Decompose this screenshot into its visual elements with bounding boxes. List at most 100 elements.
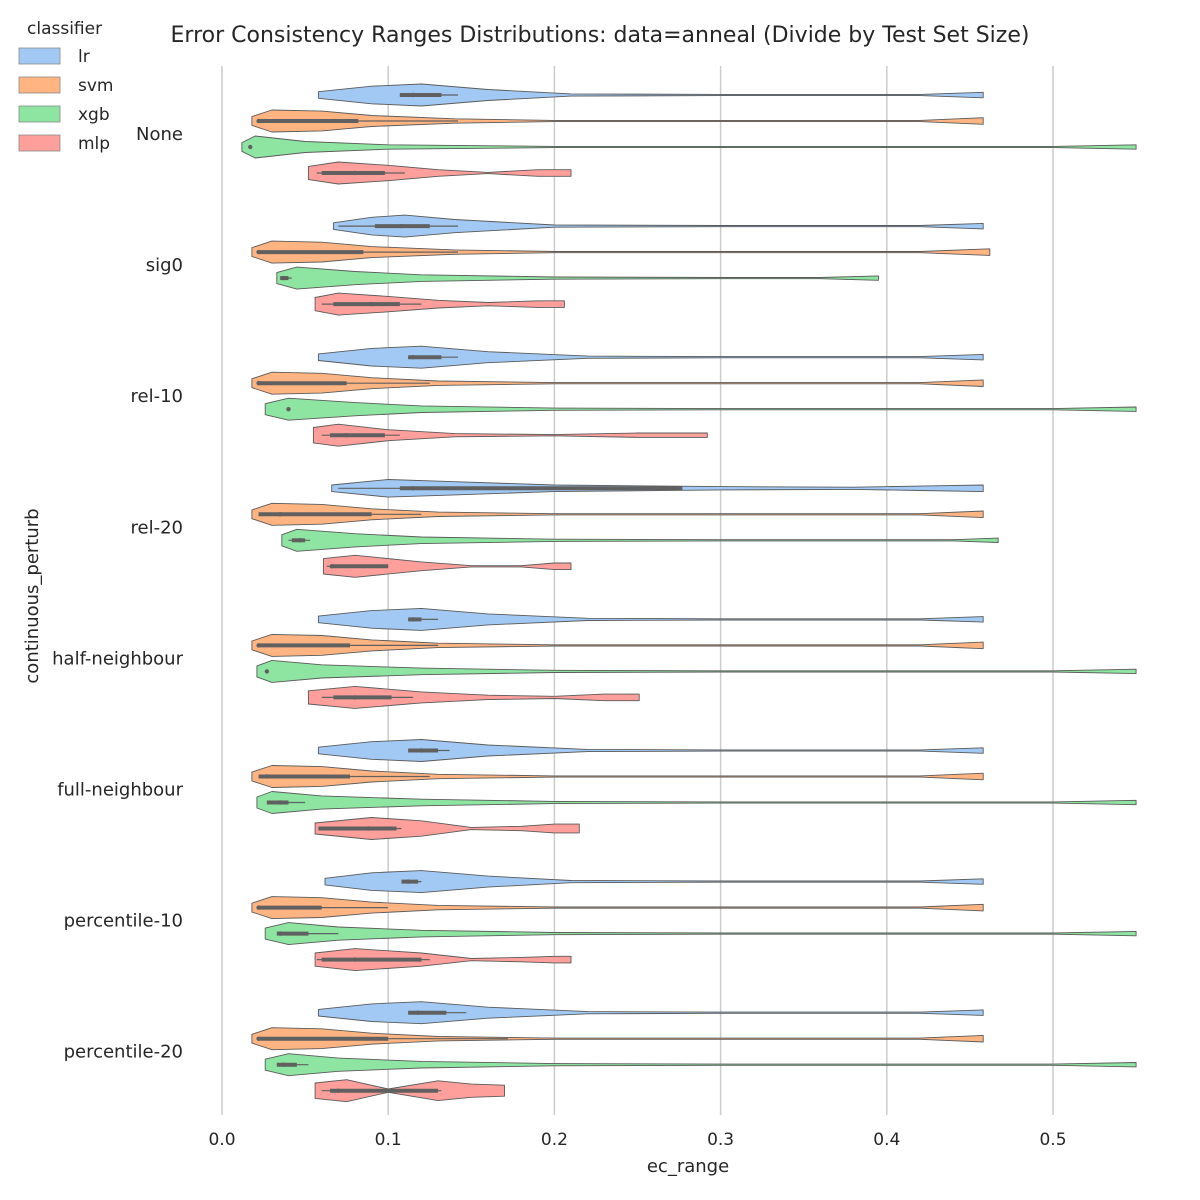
legend-swatch — [18, 134, 61, 152]
violin-xgb-percentile-20 — [264, 1053, 1137, 1077]
violin-median — [369, 301, 374, 307]
violin-body — [251, 633, 984, 657]
violin-svm-full-neighbour — [251, 765, 984, 788]
violin-body — [251, 371, 984, 395]
violin-svm-sig0 — [251, 240, 991, 264]
violin-svm-percentile-10 — [251, 896, 984, 920]
legend-item-svm: svm — [18, 76, 113, 96]
violin-svm-rel-20 — [251, 502, 984, 526]
y-tick-label: half-neighbour — [52, 648, 183, 669]
violin-mlp-rel-20 — [322, 554, 572, 578]
violin-lr-percentile-20 — [317, 1001, 984, 1025]
x-tick-label: 0.4 — [873, 1130, 900, 1150]
legend-label: svm — [78, 76, 113, 96]
violin-svm-percentile-20 — [251, 1027, 984, 1051]
violin-median — [256, 118, 261, 124]
violin-body — [307, 685, 640, 709]
violin-median — [277, 800, 283, 805]
legend-items: lr svm xgb mlp — [18, 47, 113, 154]
violin-body — [251, 109, 984, 133]
violin-lr-sig0 — [332, 214, 984, 238]
legend: classifier lr svm xgb mlp — [18, 19, 113, 154]
y-tick-label: rel-20 — [131, 517, 183, 538]
legend-swatch — [18, 47, 61, 65]
violin-median — [410, 617, 416, 622]
x-axis-ticks: 0.0 0.1 0.2 0.3 0.4 0.5 — [208, 1130, 1066, 1150]
violin-body — [307, 161, 572, 185]
violin-xgb-full-neighbour — [256, 791, 1137, 814]
violin-median — [405, 879, 411, 884]
violin-lr-None — [317, 83, 984, 107]
violin-body — [317, 607, 984, 631]
gridlines — [221, 66, 1054, 1115]
violin-body — [322, 554, 572, 578]
violin-xgb-percentile-10 — [264, 922, 1137, 946]
x-tick-label: 0.5 — [1039, 1130, 1066, 1150]
y-axis-label: continuous_perturb — [22, 508, 43, 683]
violin-body — [251, 896, 984, 920]
legend-swatch — [18, 76, 61, 94]
violin-median — [410, 92, 416, 98]
legend-item-mlp: mlp — [18, 134, 110, 154]
violin-mlp-None — [307, 161, 572, 185]
legend-label: lr — [78, 47, 90, 67]
violin-xgb-rel-20 — [281, 528, 999, 552]
violin-median — [256, 249, 261, 255]
violin-lr-rel-20 — [331, 479, 984, 498]
violin-svm-None — [251, 109, 984, 133]
violin-median — [264, 669, 270, 674]
violin-body — [281, 528, 999, 552]
legend-item-xgb: xgb — [18, 105, 110, 125]
violin-xgb-sig0 — [276, 266, 879, 290]
violin-mlp-full-neighbour — [314, 817, 580, 840]
violin-median — [277, 512, 283, 517]
violin-median — [248, 144, 253, 150]
x-tick-label: 0.3 — [707, 1130, 734, 1150]
y-tick-label: None — [136, 124, 183, 145]
violin-body — [264, 922, 1137, 946]
violin-median — [419, 748, 424, 753]
violin-median — [336, 1088, 341, 1093]
violin-median — [352, 170, 358, 176]
violin-body — [251, 502, 984, 526]
violin-median — [344, 433, 349, 438]
violin-body — [317, 345, 984, 369]
violin-median — [281, 275, 286, 281]
violin-body — [276, 266, 879, 290]
y-tick-label: rel-10 — [131, 386, 183, 407]
y-tick-label: percentile-10 — [64, 911, 183, 932]
violins — [241, 83, 1137, 1103]
legend-swatch — [18, 105, 61, 123]
violin-median — [256, 643, 261, 648]
violin-body — [332, 214, 984, 238]
violin-body — [251, 765, 984, 788]
violin-median — [329, 564, 334, 569]
violin-body — [256, 791, 1137, 814]
violin-svm-half-neighbour — [251, 633, 984, 657]
x-tick-label: 0.1 — [375, 1130, 402, 1150]
violin-mlp-sig0 — [314, 292, 565, 316]
violin-body — [314, 948, 572, 972]
legend-item-lr: lr — [18, 47, 90, 67]
violin-median — [256, 381, 261, 386]
legend-label: xgb — [78, 105, 110, 125]
violin-lr-half-neighbour — [317, 607, 984, 631]
y-tick-label: full-neighbour — [57, 780, 183, 801]
violin-median — [297, 538, 303, 543]
chart-title: Error Consistency Ranges Distributions: … — [171, 23, 1030, 48]
y-tick-label: sig0 — [146, 255, 183, 276]
violin-median — [352, 957, 358, 962]
legend-label: mlp — [78, 134, 110, 154]
violin-body — [317, 739, 984, 762]
violin-median — [256, 1036, 261, 1041]
violin-lr-rel-10 — [317, 345, 984, 369]
violin-body — [314, 817, 580, 840]
violin-median — [366, 826, 371, 831]
legend-title: classifier — [27, 19, 102, 39]
violin-body — [312, 423, 708, 447]
x-tick-label: 0.0 — [208, 1130, 235, 1150]
violin-median — [415, 1010, 421, 1015]
y-axis-ticks: None sig0 rel-10 rel-20 half-neighbour full-n… — [52, 124, 183, 1063]
violin-median — [256, 905, 261, 910]
